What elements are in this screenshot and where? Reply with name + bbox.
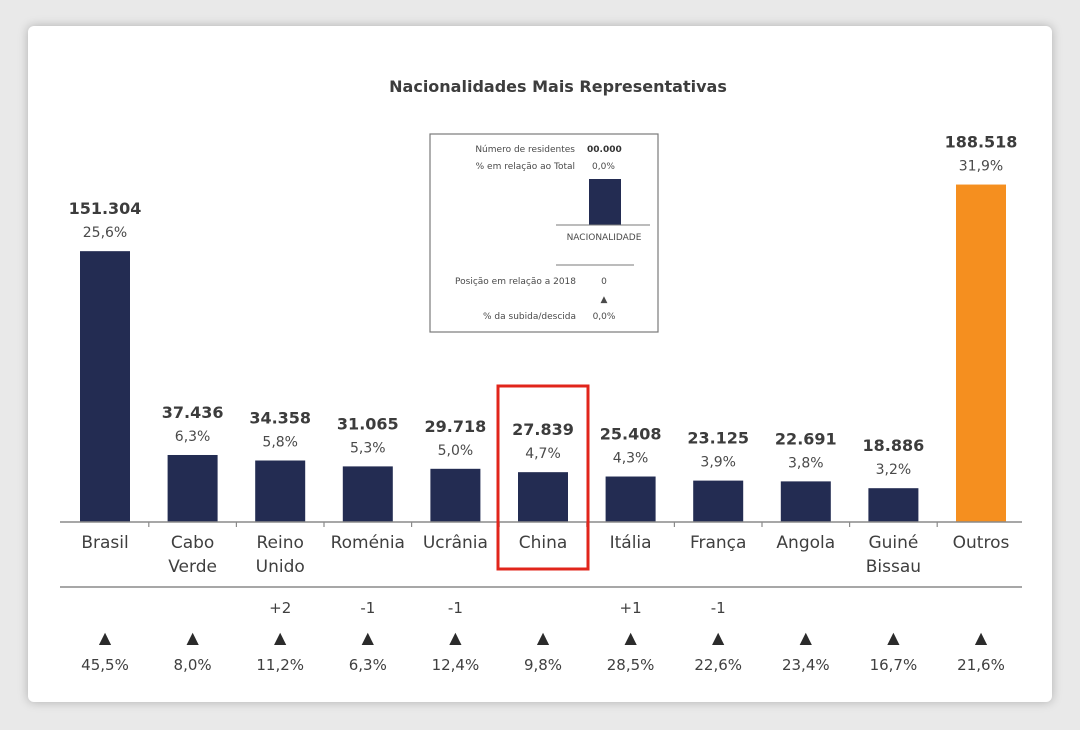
category-label-reino-unido-line2: Unido (256, 557, 305, 577)
position-change-ucrania: -1 (448, 599, 463, 617)
category-label-ucrania: Ucrânia (423, 533, 488, 553)
growth-percent-brasil: 45,5% (81, 656, 129, 674)
bars-layer: 151.304 25,6% Brasil ▲ 45,5% 37.436 6,3% Cabo Ve… (69, 133, 1018, 674)
category-label-cabo-verde: Cabo (171, 533, 214, 553)
growth-percent-china: 9,8% (524, 656, 562, 674)
category-label-china: China (519, 533, 568, 553)
growth-arrow-icon-franca: ▲ (712, 628, 725, 647)
value-label-brasil: 151.304 (69, 199, 142, 218)
percent-label-outros: 31,9% (959, 159, 1003, 175)
percent-label-angola: 3,8% (788, 455, 824, 471)
percent-label-brasil: 25,6% (83, 225, 127, 241)
percent-label-guine-bissau: 3,2% (876, 462, 912, 478)
growth-arrow-icon-italia: ▲ (624, 628, 637, 647)
growth-percent-italia: 28,5% (607, 656, 655, 674)
percent-label-franca: 3,9% (700, 455, 736, 471)
growth-percent-guine-bissau: 16,7% (870, 656, 918, 674)
legend-position-label: Posição em relação a 2018 (455, 277, 576, 287)
value-label-franca: 23.125 (687, 429, 749, 448)
legend-change-value: 0,0% (593, 312, 616, 322)
growth-arrow-icon-cabo-verde: ▲ (186, 628, 199, 647)
value-label-guine-bissau: 18.886 (863, 436, 925, 455)
legend-frame (429, 133, 659, 333)
growth-percent-reino-unido: 11,2% (256, 656, 304, 674)
value-label-ucrania: 29.718 (425, 417, 487, 436)
category-label-romenia: Roménia (331, 533, 405, 553)
category-label-outros: Outros (953, 533, 1010, 553)
chart-legend: Número de residentes 00.000 % em relação… (429, 133, 659, 333)
percent-label-cabo-verde: 6,3% (175, 429, 211, 445)
legend-bar-swatch (589, 179, 621, 225)
bar-outros (956, 184, 1006, 522)
category-label-italia: Itália (610, 533, 652, 553)
growth-percent-franca: 22,6% (694, 656, 742, 674)
growth-arrow-icon-reino-unido: ▲ (274, 628, 287, 647)
position-change-romenia: -1 (360, 599, 375, 617)
china-highlight-box (496, 384, 590, 571)
category-label-guine-bissau: Guiné (868, 533, 918, 553)
legend-position-value: 0 (601, 277, 607, 287)
category-label-cabo-verde-line2: Verde (168, 557, 217, 577)
value-label-reino-unido: 34.358 (249, 408, 311, 427)
category-label-reino-unido: Reino (256, 533, 303, 553)
category-label-angola: Angola (776, 533, 835, 553)
legend-change-label: % da subida/descida (483, 312, 576, 322)
growth-percent-outros: 21,6% (957, 656, 1005, 674)
growth-arrow-icon-ucrania: ▲ (449, 628, 462, 647)
legend-arrow-icon: ▲ (601, 295, 608, 305)
percent-label-reino-unido: 5,8% (262, 434, 298, 450)
growth-arrow-icon-brasil: ▲ (99, 628, 112, 647)
bar-china (518, 472, 568, 522)
value-label-china: 27.839 (512, 420, 574, 439)
percent-label-italia: 4,3% (613, 451, 649, 467)
legend-residents-value: 00.000 (587, 145, 622, 155)
legend-nationality-label: NACIONALIDADE (567, 233, 642, 243)
growth-percent-ucrania: 12,4% (432, 656, 480, 674)
growth-arrow-icon-romenia: ▲ (362, 628, 375, 647)
value-label-italia: 25.408 (600, 425, 662, 444)
growth-percent-cabo-verde: 8,0% (174, 656, 212, 674)
growth-arrow-icon-outros: ▲ (975, 628, 988, 647)
growth-arrow-icon-china: ▲ (537, 628, 550, 647)
bar-guine-bissau (868, 488, 919, 522)
legend-share-value: 0,0% (592, 162, 615, 172)
bar-franca (693, 480, 744, 522)
bar-reino-unido (255, 460, 306, 522)
bar-brasil (80, 251, 130, 522)
bar-angola (780, 481, 831, 522)
bar-ucrania (430, 468, 481, 522)
legend-share-label: % em relação ao Total (476, 162, 575, 172)
percent-label-china: 4,7% (525, 446, 561, 462)
position-change-franca: -1 (711, 599, 726, 617)
value-label-angola: 22.691 (775, 429, 837, 448)
bar-romenia (342, 466, 393, 522)
growth-percent-angola: 23,4% (782, 656, 830, 674)
value-label-outros: 188.518 (945, 133, 1018, 152)
growth-percent-romenia: 6,3% (349, 656, 387, 674)
value-label-cabo-verde: 37.436 (162, 403, 224, 422)
category-label-brasil: Brasil (81, 533, 128, 553)
percent-label-ucrania: 5,0% (438, 443, 474, 459)
legend-residents-label: Número de residentes (475, 145, 575, 155)
position-change-reino-unido: +2 (269, 599, 291, 617)
percent-label-romenia: 5,3% (350, 440, 386, 456)
bar-cabo-verde (167, 454, 218, 522)
bar-italia (605, 476, 656, 522)
growth-arrow-icon-angola: ▲ (800, 628, 813, 647)
category-label-franca: França (690, 533, 747, 553)
value-label-romenia: 31.065 (337, 414, 399, 433)
chart-title: Nacionalidades Mais Representativas (389, 77, 727, 96)
category-label-guine-bissau-line2: Bissau (866, 557, 921, 577)
position-change-italia: +1 (620, 599, 642, 617)
growth-arrow-icon-guine-bissau: ▲ (887, 628, 900, 647)
